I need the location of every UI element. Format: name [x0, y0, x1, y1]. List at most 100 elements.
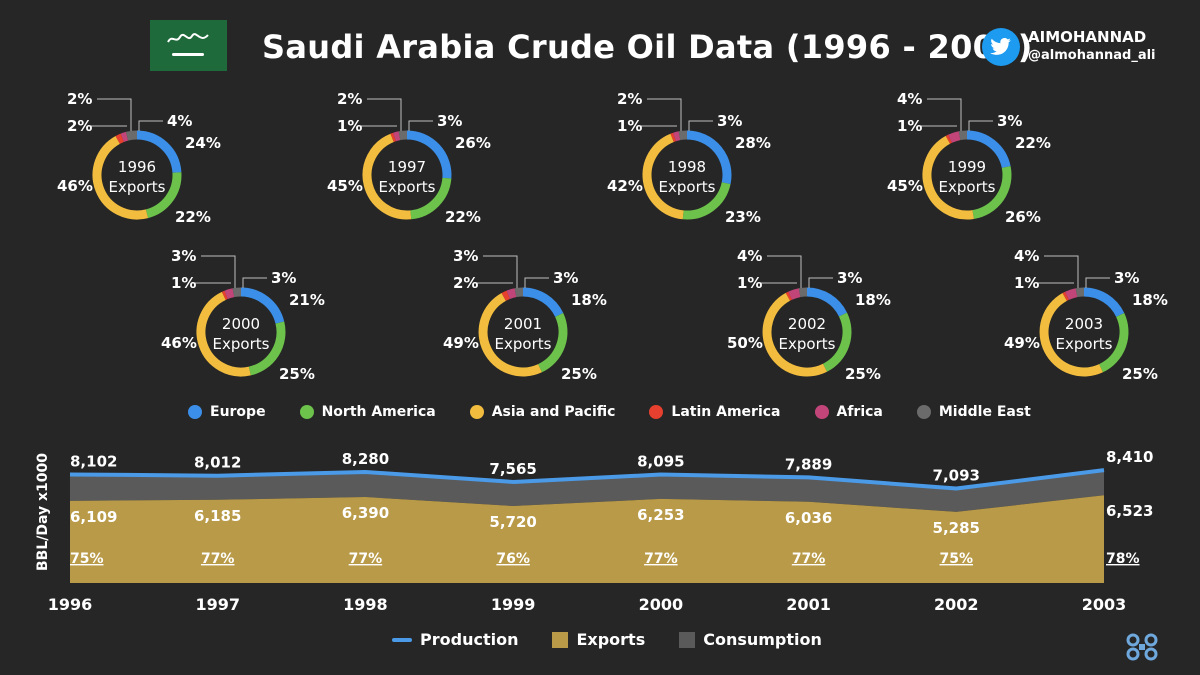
donut-segment-asia-pacific [922, 135, 974, 220]
donut-label-asia-pacific: 45% [327, 177, 363, 195]
production-label: 8,410 [1106, 448, 1153, 466]
x-tick-label: 1997 [195, 595, 240, 614]
donut-segment-europe [1083, 287, 1125, 318]
donut-label-asia-pacific: 46% [161, 334, 197, 352]
donut-leader-middle-east [808, 277, 833, 288]
donut-segment-middle-east [514, 287, 524, 298]
donut-segment-africa [1065, 288, 1078, 300]
donut-segment-asia-pacific [642, 133, 684, 220]
donut-segment-africa [673, 131, 681, 142]
donut-label-middle-east: 3% [553, 269, 578, 287]
export-share-label: 75% [70, 551, 104, 567]
donut-segment-north-america [248, 321, 286, 376]
donut-segment-africa [120, 131, 129, 143]
donut-label-north-america: 25% [845, 365, 881, 383]
donut-label-asia-pacific: 45% [887, 177, 923, 195]
legend-label: Africa [836, 404, 883, 420]
donut-label-europe: 18% [571, 291, 607, 309]
donut-1998: 1998 Exports 28% 23% 42% 1% 2% 3% [607, 90, 771, 226]
production-label: 8,095 [637, 453, 684, 471]
legend-label: Consumption [703, 630, 822, 649]
donut-label-africa: 2% [67, 90, 92, 108]
export-share-label: 77% [644, 551, 678, 567]
donut-label-asia-pacific: 49% [443, 334, 479, 352]
donut-segment-africa [224, 288, 235, 300]
donut-center-year: 2000 [222, 315, 260, 333]
donut-label-europe: 18% [1132, 291, 1168, 309]
donut-label-latin-america: 1% [171, 274, 196, 292]
donut-segment-asia-pacific [1039, 293, 1103, 377]
donut-segment-latin-america [1062, 291, 1069, 301]
donut-label-north-america: 25% [1122, 365, 1158, 383]
donut-segment-north-america [410, 177, 452, 220]
x-tick-label: 2001 [786, 595, 831, 614]
export-label: 6,253 [637, 506, 684, 524]
donut-segment-asia-pacific [762, 292, 828, 377]
legend-swatch [552, 631, 569, 648]
donut-1997: 1997 Exports 26% 22% 45% 1% 2% 3% [327, 90, 491, 226]
donut-leader-africa [367, 98, 402, 131]
export-share-label: 77% [792, 551, 826, 567]
opec-logo-icon [1126, 633, 1158, 661]
donut-leader-africa [483, 255, 518, 288]
donut-label-middle-east: 3% [997, 112, 1022, 130]
donut-label-europe: 22% [1015, 134, 1051, 152]
donut-leader-africa [647, 98, 682, 131]
export-label: 6,185 [194, 507, 241, 525]
legend-swatch [814, 405, 829, 419]
export-label: 6,390 [342, 504, 389, 522]
donut-segment-asia-pacific [196, 291, 251, 377]
donut-1999: 1999 Exports 22% 26% 45% 1% 4% 3% [887, 90, 1051, 226]
donut-label-asia-pacific: 42% [607, 177, 643, 195]
donut-segment-africa [506, 288, 517, 300]
donut-segment-middle-east [398, 130, 408, 141]
donut-label-africa: 3% [171, 247, 196, 265]
x-tick-label: 1999 [491, 595, 536, 614]
donut-segment-middle-east [678, 130, 688, 141]
legend-swatch [916, 405, 931, 419]
donut-segment-middle-east [232, 287, 242, 298]
donut-2001: 2001 Exports 18% 25% 49% 2% 3% 3% [443, 247, 607, 383]
donut-segment-latin-america [501, 290, 510, 301]
flag [150, 20, 227, 71]
donut-segment-europe [240, 287, 285, 324]
export-share-label: 78% [1106, 551, 1140, 567]
export-label: 6,109 [70, 508, 117, 526]
donut-segment-asia-pacific [362, 133, 412, 220]
donut-segment-north-america [822, 312, 852, 372]
donut-segment-africa [948, 131, 961, 143]
donut-leader-middle-east [688, 120, 713, 131]
donut-center-label: Exports [779, 335, 836, 353]
donut-leader-middle-east [242, 277, 267, 288]
donut-label-middle-east: 4% [167, 112, 192, 130]
donut-leader-africa [767, 255, 802, 288]
export-share-label: 77% [201, 551, 235, 567]
donut-leader-africa [201, 255, 236, 288]
donut-segment-north-america [972, 166, 1012, 219]
brand-handle[interactable]: @almohannad_ali [1028, 48, 1156, 63]
production-label: 7,565 [489, 460, 536, 478]
donut-label-africa: 2% [617, 90, 642, 108]
x-tick-label: 2003 [1082, 595, 1127, 614]
legend-label: Middle East [938, 404, 1031, 420]
production-label: 7,093 [933, 467, 980, 485]
export-label: 6,036 [785, 509, 832, 527]
donut-label-latin-america: 1% [737, 274, 762, 292]
donut-center-label: Exports [213, 335, 270, 353]
export-label: 5,720 [489, 513, 536, 531]
donut-segment-europe [522, 287, 564, 318]
donut-label-africa: 2% [337, 90, 362, 108]
donut-leader-africa [97, 98, 132, 131]
production-label: 8,102 [70, 452, 117, 470]
donut-segment-north-america [682, 182, 731, 220]
donut-label-africa: 4% [897, 90, 922, 108]
export-label: 5,285 [933, 519, 980, 537]
twitter-icon[interactable] [982, 28, 1020, 66]
legend-label: Latin America [671, 404, 781, 420]
donut-leader-middle-east [1085, 277, 1110, 288]
donut-segment-latin-america [785, 291, 793, 301]
production-line [69, 468, 1105, 491]
donut-2003: 2003 Exports 18% 25% 49% 1% 4% 3% [1004, 247, 1168, 383]
donut-label-asia-pacific: 46% [57, 177, 93, 195]
